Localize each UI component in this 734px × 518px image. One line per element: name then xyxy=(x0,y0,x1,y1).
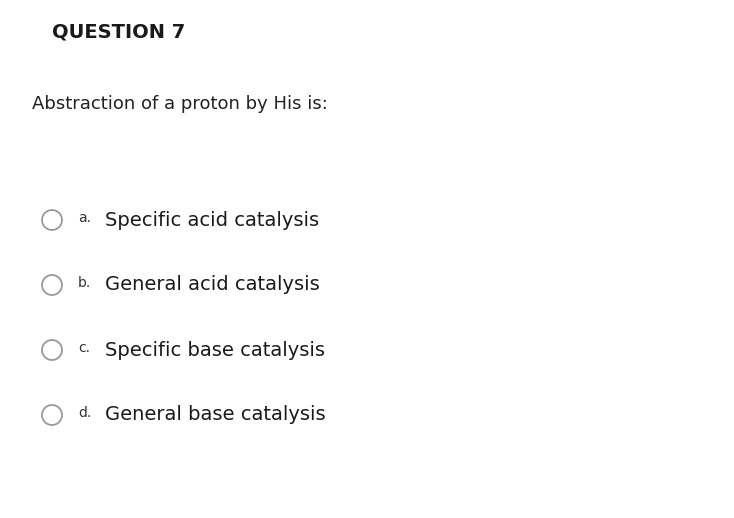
Text: c.: c. xyxy=(78,341,90,355)
Text: b.: b. xyxy=(78,276,91,290)
Text: d.: d. xyxy=(78,406,91,420)
Text: a.: a. xyxy=(78,211,91,225)
Text: Specific base catalysis: Specific base catalysis xyxy=(105,340,325,359)
Text: QUESTION 7: QUESTION 7 xyxy=(52,22,185,41)
Text: Abstraction of a proton by His is:: Abstraction of a proton by His is: xyxy=(32,95,328,113)
Text: General base catalysis: General base catalysis xyxy=(105,406,326,424)
Text: Specific acid catalysis: Specific acid catalysis xyxy=(105,210,319,229)
Text: General acid catalysis: General acid catalysis xyxy=(105,276,320,295)
